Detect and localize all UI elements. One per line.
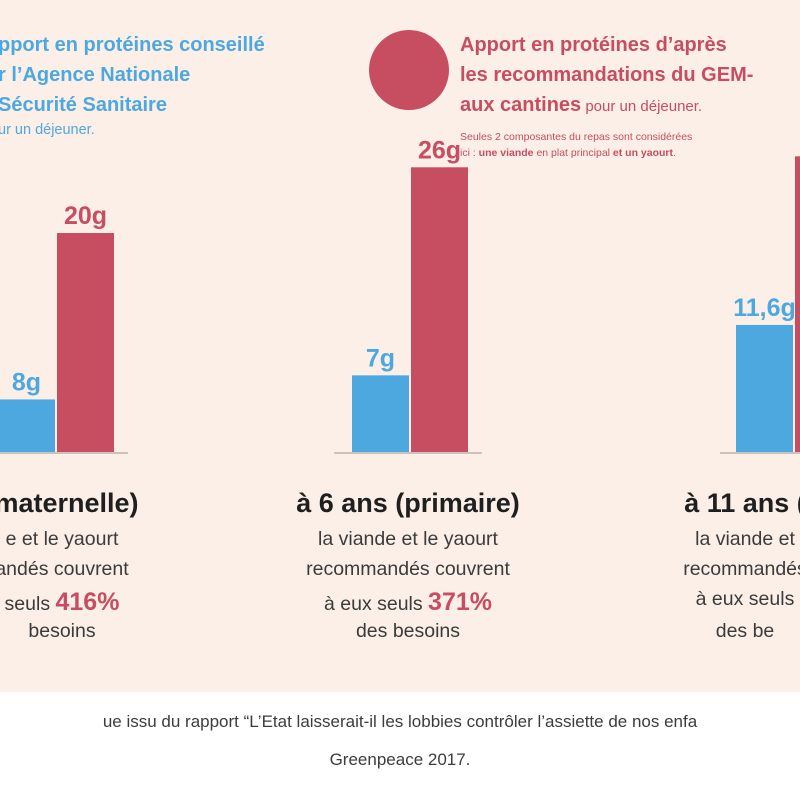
legend-red-sub: pour un déjeuner. — [581, 98, 703, 115]
group-line3-pre-1: à eux seuls — [323, 593, 429, 615]
group-line4-1: des besoins — [355, 620, 461, 642]
group-line1-1: la viande et le yaourt — [318, 528, 498, 550]
group-line1-2: la viande et — [695, 528, 795, 550]
legend-red-line-3: aux cantines pour un déjeuner. — [460, 90, 702, 122]
group-line3-0: seuls 416% — [5, 588, 120, 617]
bar-label-series1-group0: 20g — [64, 202, 107, 230]
group-line2-0: andés couvrent — [0, 558, 129, 580]
note-bold-1: une viande — [478, 147, 534, 159]
bar-series0-group1 — [352, 375, 409, 452]
bar-label-series1-group1: 26g — [418, 136, 461, 164]
note-prefix: ici : — [460, 147, 479, 159]
bar-series1-group2 — [795, 156, 800, 452]
legend-blue-line-2: r l’Agence Nationale — [0, 64, 191, 86]
legend-red-note-1: Seules 2 composantes du repas sont consi… — [460, 131, 693, 143]
legend-red-dot — [369, 30, 449, 110]
group-line3-pre-0: seuls — [4, 593, 56, 615]
legend-red-line-2: les recommandations du GEM- — [460, 64, 754, 86]
legend-red-line-3-bold: aux cantines — [460, 94, 582, 116]
group-title-2: à 11 ans ( — [684, 488, 800, 518]
group-line1-0: e et le yaourt — [5, 528, 119, 550]
bar-label-series0-group1: 7g — [366, 344, 395, 372]
group-pct-0: 416% — [55, 588, 120, 616]
legend-blue-line-1: pport en protéines conseillé — [0, 34, 265, 56]
bar-series1-group0 — [57, 233, 114, 452]
group-line2-2: recommandés — [683, 558, 800, 580]
group-line4-2: des be — [715, 620, 775, 642]
group-line2-1: recommandés couvrent — [306, 558, 510, 580]
legend-blue-line-3: Sécurité Sanitaire — [0, 94, 167, 116]
group-line3-1: à eux seuls 371% — [324, 588, 492, 617]
group-pct-1: 371% — [428, 588, 493, 616]
note-bold-2: et un yaourt — [612, 147, 674, 159]
infographic: pport en protéines conseillé r l’Agence … — [0, 0, 800, 692]
legend-red-note-2: ici : une viande en plat principal et un… — [460, 145, 676, 161]
bar-label-series0-group0: 8g — [12, 368, 41, 396]
caption: ue issu du rapport “L’Etat laisserait-il… — [0, 692, 800, 800]
bar-label-series0-group2: 11,6g — [733, 294, 796, 322]
group-title-0: (maternelle) — [0, 488, 139, 518]
bar-series0-group2 — [736, 324, 793, 452]
group-line3-2: à eux seuls — [695, 588, 795, 610]
group-title-1: à 6 ans (primaire) — [296, 488, 520, 518]
legend-blue-sub: ur un déjeuner. — [0, 122, 95, 138]
bar-series1-group1 — [411, 167, 468, 453]
legend-red-line-1: Apport en protéines d’après — [460, 34, 727, 56]
group-line4-0: besoins — [28, 620, 96, 642]
note-end: . — [673, 147, 676, 159]
note-mid: en plat principal — [533, 147, 613, 159]
caption-line-2: Greenpeace 2017. — [329, 750, 471, 769]
bar-series0-group0 — [0, 399, 55, 452]
caption-line-1: ue issu du rapport “L’Etat laisserait-il… — [102, 712, 698, 731]
